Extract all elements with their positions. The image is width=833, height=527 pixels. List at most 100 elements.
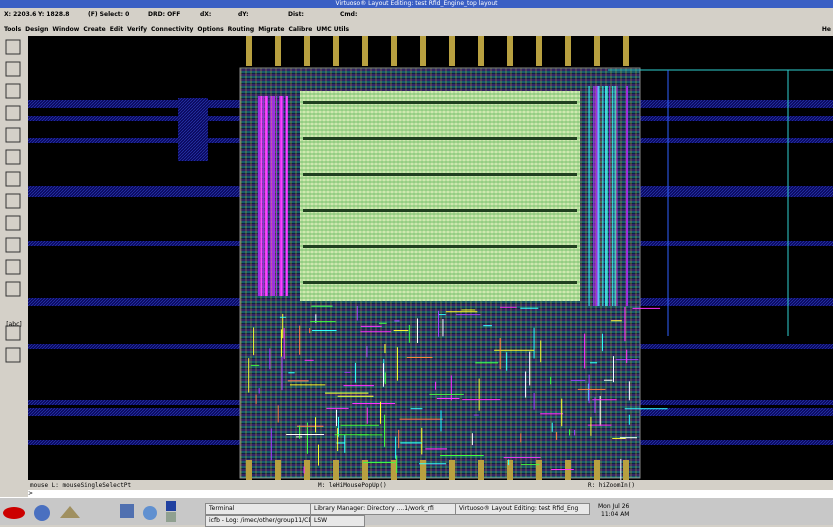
row-band [303, 245, 577, 248]
task-button[interactable]: Library Manager: Directory ....1/work_rf… [310, 503, 460, 515]
pad [246, 36, 252, 66]
pad [246, 460, 252, 480]
hint-right: R: hiZoomIn() [588, 482, 635, 489]
status-field: DRD: OFF [148, 11, 181, 18]
tool-button[interactable] [5, 237, 21, 253]
tool-button[interactable] [5, 281, 21, 297]
window-title: Virtuoso® Layout Editing: test Rfid_Engi… [0, 0, 833, 8]
status-field: dY: [238, 11, 249, 18]
menu-item[interactable]: Routing [227, 26, 255, 33]
status-field: X: 2203.6 [4, 11, 37, 18]
menu-bar: Tools Design Window Create Edit Verify Connect… [0, 24, 833, 35]
icon[interactable] [3, 507, 25, 519]
layout-shapes [28, 36, 833, 480]
tool-button[interactable] [5, 325, 21, 341]
icon[interactable] [143, 506, 157, 520]
icon[interactable] [166, 512, 176, 522]
tool-button[interactable] [5, 347, 21, 363]
icon[interactable] [60, 506, 80, 518]
icon[interactable] [120, 504, 134, 518]
menu-item[interactable]: He [821, 26, 831, 33]
status-field: dX: [200, 11, 212, 18]
hint-middle: M: leHiMousePopUp() [318, 482, 387, 489]
status-bar: X: 2203.6 Y: 1828.8 (F) Select: 0 DRD: OFF d… [0, 9, 833, 21]
toolbar-icons: [abc] [5, 39, 22, 363]
menu-item[interactable]: Options [197, 26, 224, 33]
task-button[interactable]: Terminal [205, 503, 315, 515]
tool-button[interactable] [5, 39, 21, 55]
menu-item[interactable]: Verify [127, 26, 147, 33]
pad [594, 36, 600, 66]
pad [594, 460, 600, 480]
tool-button[interactable] [5, 149, 21, 165]
pad [478, 36, 484, 66]
toolbar: [abc] [0, 36, 28, 480]
taskbar: Terminal icfb - Log: /imec/other/group11/… [0, 497, 833, 527]
menu-item[interactable]: Migrate [258, 26, 285, 33]
pad [536, 460, 542, 480]
menu-item[interactable]: Tools [4, 26, 22, 33]
menu-item[interactable]: Calibre [288, 26, 313, 33]
tool-button[interactable] [5, 215, 21, 231]
pad [304, 36, 310, 66]
pad [507, 36, 513, 66]
tool-button[interactable] [5, 193, 21, 209]
tool-button[interactable] [5, 83, 21, 99]
mouse-hints: mouse L: mouseSingleSelectPt M: leHiMous… [28, 481, 833, 490]
status-field: Cmd: [340, 11, 358, 18]
icon[interactable] [34, 505, 50, 521]
pad [275, 460, 281, 480]
pad [507, 460, 513, 480]
chip-outline [239, 67, 641, 479]
menu-item[interactable]: Window [52, 26, 80, 33]
status-field: Dist: [288, 11, 304, 18]
pad [420, 460, 426, 480]
pad [362, 460, 368, 480]
row-band [303, 209, 577, 212]
pad [304, 460, 310, 480]
pad [333, 36, 339, 66]
pad [420, 36, 426, 66]
row-band [303, 101, 577, 104]
status-field: Y: 1828.8 [38, 11, 70, 18]
menu-item[interactable]: Design [25, 26, 49, 33]
clock-date: Mon Jul 26 [598, 503, 630, 510]
pad [391, 460, 397, 480]
tool-button[interactable] [5, 259, 21, 275]
bus [178, 136, 208, 161]
layout-canvas[interactable] [28, 36, 833, 480]
icon[interactable] [166, 501, 176, 511]
pad [333, 460, 339, 480]
tool-label[interactable]: [abc] [6, 321, 21, 328]
task-button[interactable]: Virtuoso® Layout Editing: test Rfid_Eng [455, 503, 590, 515]
pad [565, 36, 571, 66]
pad [536, 36, 542, 66]
hint-left: mouse L: mouseSingleSelectPt [30, 482, 132, 489]
menu-item[interactable]: Connectivity [151, 26, 194, 33]
pad [362, 36, 368, 66]
tool-button[interactable] [5, 171, 21, 187]
row-band [303, 281, 577, 284]
row-band [303, 173, 577, 176]
row-band [303, 137, 577, 140]
command-prompt[interactable]: > [28, 490, 833, 497]
pad [275, 36, 281, 66]
menu-item[interactable]: UMC Utils [316, 26, 350, 33]
menu-item[interactable]: Edit [109, 26, 124, 33]
pad [623, 36, 629, 66]
tool-button[interactable] [5, 105, 21, 121]
pad [449, 460, 455, 480]
pad [623, 460, 629, 480]
tool-button[interactable] [5, 127, 21, 143]
tool-button[interactable] [5, 61, 21, 77]
status-field: (F) Select: 0 [88, 11, 130, 18]
launcher-icons [3, 501, 176, 522]
menu-item[interactable]: Create [83, 26, 106, 33]
pad [449, 36, 455, 66]
icon-group [5, 39, 21, 363]
pad [391, 36, 397, 66]
task-button[interactable]: LSW [310, 515, 365, 527]
clock-time: 11:04 AM [601, 511, 630, 518]
pad [478, 460, 484, 480]
